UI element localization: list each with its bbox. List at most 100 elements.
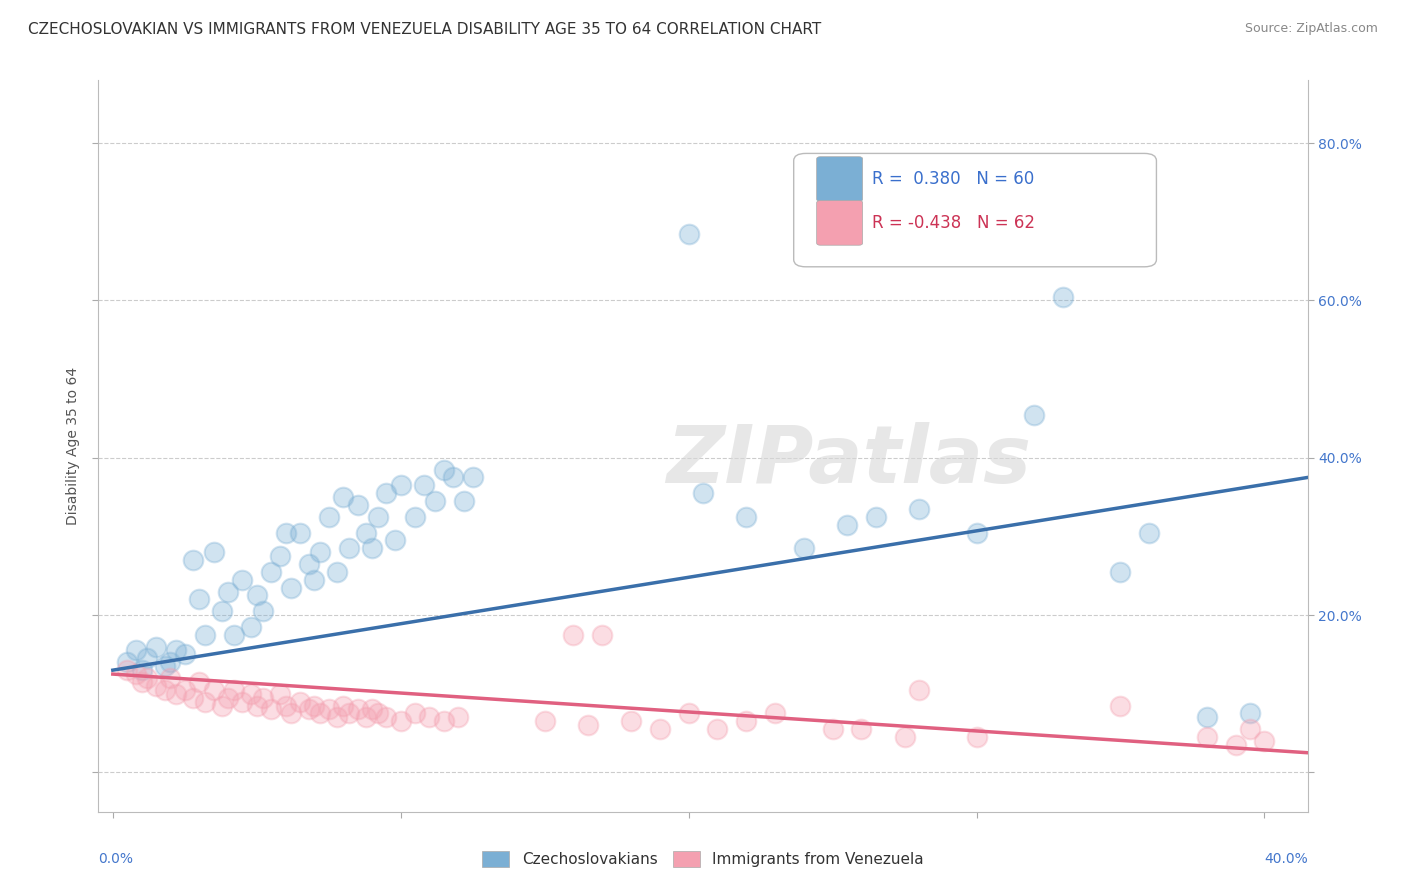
Point <box>763 706 786 721</box>
Point <box>153 682 176 697</box>
Point <box>297 702 319 716</box>
Point <box>367 706 389 721</box>
Point <box>337 541 360 556</box>
Point <box>1052 289 1074 303</box>
Point <box>375 486 398 500</box>
Point <box>188 592 211 607</box>
Point <box>966 525 988 540</box>
Point <box>136 651 159 665</box>
Point <box>183 553 205 567</box>
Point <box>966 730 988 744</box>
FancyBboxPatch shape <box>793 153 1157 267</box>
Point <box>865 509 887 524</box>
Point <box>562 628 585 642</box>
Legend: Czechoslovakians, Immigrants from Venezuela: Czechoslovakians, Immigrants from Venezu… <box>475 846 931 873</box>
Point <box>145 679 167 693</box>
Point <box>194 628 217 642</box>
Point <box>304 698 326 713</box>
Point <box>1253 734 1275 748</box>
Point <box>1109 698 1132 713</box>
Point <box>131 675 153 690</box>
Point <box>159 655 181 669</box>
Point <box>576 718 599 732</box>
Text: Source: ZipAtlas.com: Source: ZipAtlas.com <box>1244 22 1378 36</box>
Point <box>1022 408 1045 422</box>
Text: CZECHOSLOVAKIAN VS IMMIGRANTS FROM VENEZUELA DISABILITY AGE 35 TO 64 CORRELATION: CZECHOSLOVAKIAN VS IMMIGRANTS FROM VENEZ… <box>28 22 821 37</box>
Point <box>326 565 349 579</box>
Point <box>735 509 758 524</box>
Point <box>131 663 153 677</box>
Point <box>433 714 456 729</box>
Point <box>433 462 456 476</box>
Point <box>217 584 239 599</box>
Point <box>260 565 283 579</box>
Point <box>648 722 671 736</box>
Point <box>404 509 426 524</box>
Point <box>231 695 253 709</box>
Text: R = -0.438   N = 62: R = -0.438 N = 62 <box>872 214 1035 232</box>
Point <box>297 557 319 571</box>
Point <box>692 486 714 500</box>
Y-axis label: Disability Age 35 to 64: Disability Age 35 to 64 <box>66 367 80 525</box>
Point <box>153 659 176 673</box>
Point <box>222 682 245 697</box>
Point <box>231 573 253 587</box>
Point <box>361 702 384 716</box>
Point <box>274 698 297 713</box>
Point <box>735 714 758 729</box>
Point <box>1109 565 1132 579</box>
Point <box>280 706 302 721</box>
Point <box>346 498 368 512</box>
Point <box>533 714 555 729</box>
Point <box>375 710 398 724</box>
Point <box>188 675 211 690</box>
Point <box>240 687 263 701</box>
Point <box>252 604 274 618</box>
Point <box>354 710 377 724</box>
Point <box>706 722 728 736</box>
Point <box>136 671 159 685</box>
Point <box>678 227 700 241</box>
Point <box>425 494 447 508</box>
Point <box>404 706 426 721</box>
Point <box>453 494 475 508</box>
Point <box>389 478 412 492</box>
Point <box>183 690 205 705</box>
Point <box>211 698 233 713</box>
Point <box>309 545 332 559</box>
Point <box>194 695 217 709</box>
Point <box>908 682 931 697</box>
Point <box>173 648 195 662</box>
Point <box>354 525 377 540</box>
Point <box>246 589 269 603</box>
Point <box>165 687 187 701</box>
Point <box>115 663 138 677</box>
Point <box>461 470 484 484</box>
Text: 40.0%: 40.0% <box>1264 852 1308 866</box>
FancyBboxPatch shape <box>817 157 863 202</box>
Point <box>318 702 340 716</box>
Point <box>246 698 269 713</box>
Point <box>1225 738 1247 752</box>
Point <box>591 628 613 642</box>
Point <box>793 541 815 556</box>
Point <box>361 541 384 556</box>
Text: R =  0.380   N = 60: R = 0.380 N = 60 <box>872 170 1035 188</box>
Text: ZIPatlas: ZIPatlas <box>665 422 1031 500</box>
Point <box>309 706 332 721</box>
Point <box>1137 525 1160 540</box>
Point <box>125 643 148 657</box>
Point <box>269 549 291 563</box>
Point <box>678 706 700 721</box>
Point <box>412 478 434 492</box>
Point <box>288 695 311 709</box>
Point <box>252 690 274 705</box>
Point <box>115 655 138 669</box>
Point <box>260 702 283 716</box>
Point <box>389 714 412 729</box>
Point <box>346 702 368 716</box>
Point <box>217 690 239 705</box>
Point <box>1239 706 1261 721</box>
Point <box>835 517 858 532</box>
Point <box>441 470 464 484</box>
